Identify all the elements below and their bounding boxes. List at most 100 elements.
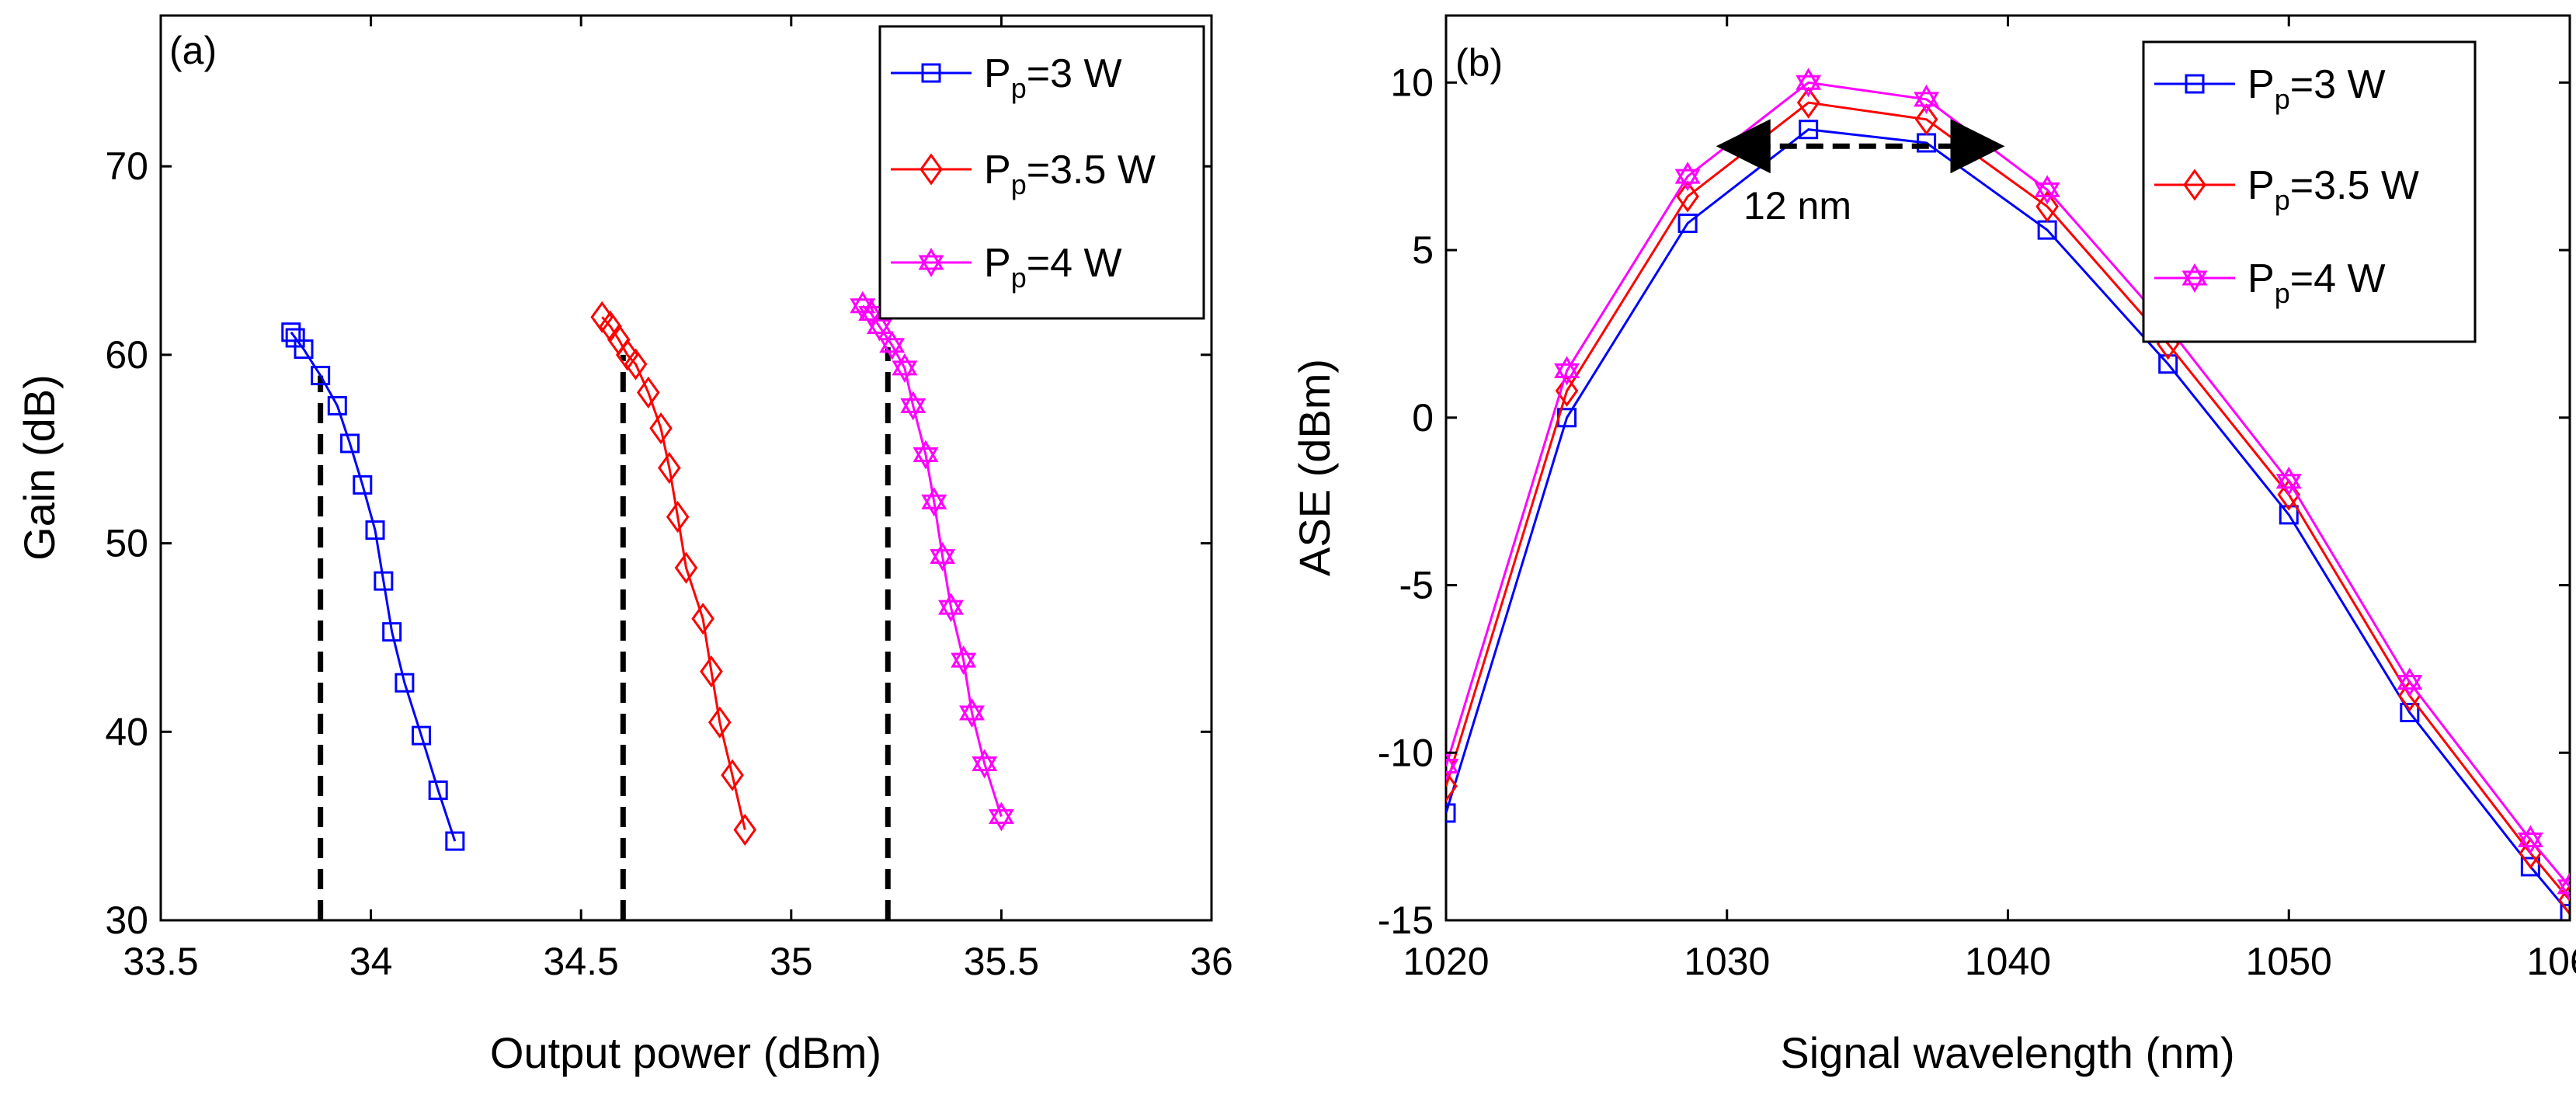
data-point-a-2-2 [867,311,892,342]
legend-label-a-0: Pp=3 W [984,51,1122,104]
panel-label-a: (a) [169,29,217,72]
data-point-b-1-7 [2277,478,2301,511]
data-point-a-2-10 [951,645,977,676]
data-point-a-0-9 [382,622,402,642]
data-point-a-2-8 [930,541,956,572]
data-point-a-1-9 [674,551,698,584]
data-point-a-2-12 [972,749,998,779]
panel-b: 1020 1030 1040 1050 1060 -15 -10 -5 0 5 10 (b) Sig… [1290,14,2576,1077]
data-point-a-0-11 [412,725,432,746]
y-tick-label-b-2: -5 [1399,564,1434,607]
data-point-b-0-2 [1677,214,1698,234]
data-point-b-1-5 [2035,190,2059,223]
y-tick-label-b-0: -15 [1378,899,1434,942]
x-tick-label-a-3: 35 [770,940,813,983]
data-point-b-2-8 [2397,667,2423,697]
x-tick-label-b-4: 1060 [2526,940,2576,983]
series-a-0 [281,322,465,851]
data-point-a-0-2 [294,339,314,360]
x-tick-label-b-2: 1040 [1965,940,2051,983]
series-a-1 [590,301,757,846]
series-a-2 [850,290,1014,832]
data-point-a-2-7 [921,487,947,517]
panel-label-b: (b) [1455,41,1503,85]
y-tick-label-b-1: -10 [1378,731,1434,774]
y-tick-label-a-4: 70 [105,144,148,188]
data-point-a-0-3 [311,366,331,386]
axes-frame-a [159,14,1213,922]
data-point-a-1-11 [700,655,723,688]
data-point-a-0-13 [445,831,465,851]
y-tick-label-a-3: 60 [105,333,148,377]
legend-label-b-2: Pp=4 W [2247,256,2386,309]
data-point-a-2-9 [938,593,964,623]
data-point-b-0-0 [1446,803,1456,823]
data-point-a-0-6 [353,475,373,495]
data-point-a-1-0 [590,301,614,333]
y-tick-label-a-0: 30 [105,899,148,942]
ticks-a: 33.5 34 34.5 35 35.5 36 30 40 50 60 70 [105,16,1233,983]
data-point-b-2-10 [2557,871,2570,902]
legend-marker-b-1 [2183,169,2206,201]
y-tick-label-a-1: 40 [105,710,148,753]
data-point-b-2-9 [2517,825,2543,855]
legend-a: Pp=3 W Pp=3.5 W Pp=4 W [878,25,1205,320]
data-point-b-1-2 [1676,180,1699,213]
data-point-a-2-6 [913,440,939,470]
data-point-a-1-13 [721,759,744,791]
data-point-a-2-3 [879,330,906,360]
annotation-12nm-label: 12 nm [1743,184,1851,228]
data-point-b-2-3 [1796,68,1822,98]
data-point-a-1-8 [666,501,690,534]
series-line-a-1 [601,316,746,830]
series-line-b-0 [1446,128,2570,915]
annotation-b: 12 nm [1716,119,2005,228]
data-point-a-0-8 [374,571,394,591]
data-point-a-1-5 [636,376,660,408]
legend-marker-a-2 [918,248,944,277]
x-tick-label-a-4: 35.5 [964,940,1039,983]
data-point-b-0-10 [2560,903,2570,920]
data-point-a-2-4 [892,353,918,383]
series-b-1 [1446,86,2570,916]
data-point-b-2-4 [1914,84,1940,114]
x-tick-label-b-3: 1050 [2246,940,2332,983]
data-point-b-0-7 [2279,505,2299,525]
legend-marker-a-1 [920,153,943,186]
data-point-a-1-3 [615,339,639,371]
legend-label-b-0: Pp=3 W [2247,62,2386,115]
data-point-a-2-5 [900,391,926,421]
data-point-b-2-2 [1674,162,1701,192]
x-axis-label-b: Signal wavelength (nm) [1780,1028,2234,1077]
data-point-a-1-7 [658,451,681,485]
y-tick-label-a-2: 50 [105,522,148,565]
data-point-b-2-0 [1446,751,1459,781]
x-axis-label-a: Output power (dBm) [490,1028,881,1077]
x-tick-label-a-1: 34 [349,940,393,983]
y-axis-label-a: Gain (dB) [15,374,64,561]
y-tick-label-b-5: 10 [1390,61,1434,104]
x-tick-label-a-0: 33.5 [123,940,198,983]
data-point-a-0-5 [340,433,360,454]
data-point-a-1-6 [649,412,673,445]
series-line-b-2 [1446,81,2570,888]
data-point-a-1-14 [733,813,757,846]
data-point-a-1-4 [624,348,648,381]
y-tick-label-b-3: 0 [1412,396,1434,440]
legend-marker-a-0 [921,63,941,83]
legend-label-a-2: Pp=4 W [984,241,1122,294]
data-point-b-2-7 [2275,466,2302,496]
data-point-a-1-10 [691,603,714,635]
legend-b: Pp=3 W Pp=3.5 W Pp=4 W [2142,40,2477,343]
data-point-a-1-12 [707,706,732,739]
data-point-b-1-3 [1796,86,1820,119]
data-point-a-0-10 [395,673,415,693]
data-point-a-0-7 [365,520,385,541]
data-point-b-0-6 [2158,354,2178,374]
data-point-a-0-12 [428,780,448,801]
x-tick-label-b-1: 1030 [1684,940,1770,983]
legend-marker-b-2 [2181,263,2208,293]
data-point-b-0-8 [2400,702,2420,722]
x-tick-label-a-5: 36 [1190,940,1233,983]
